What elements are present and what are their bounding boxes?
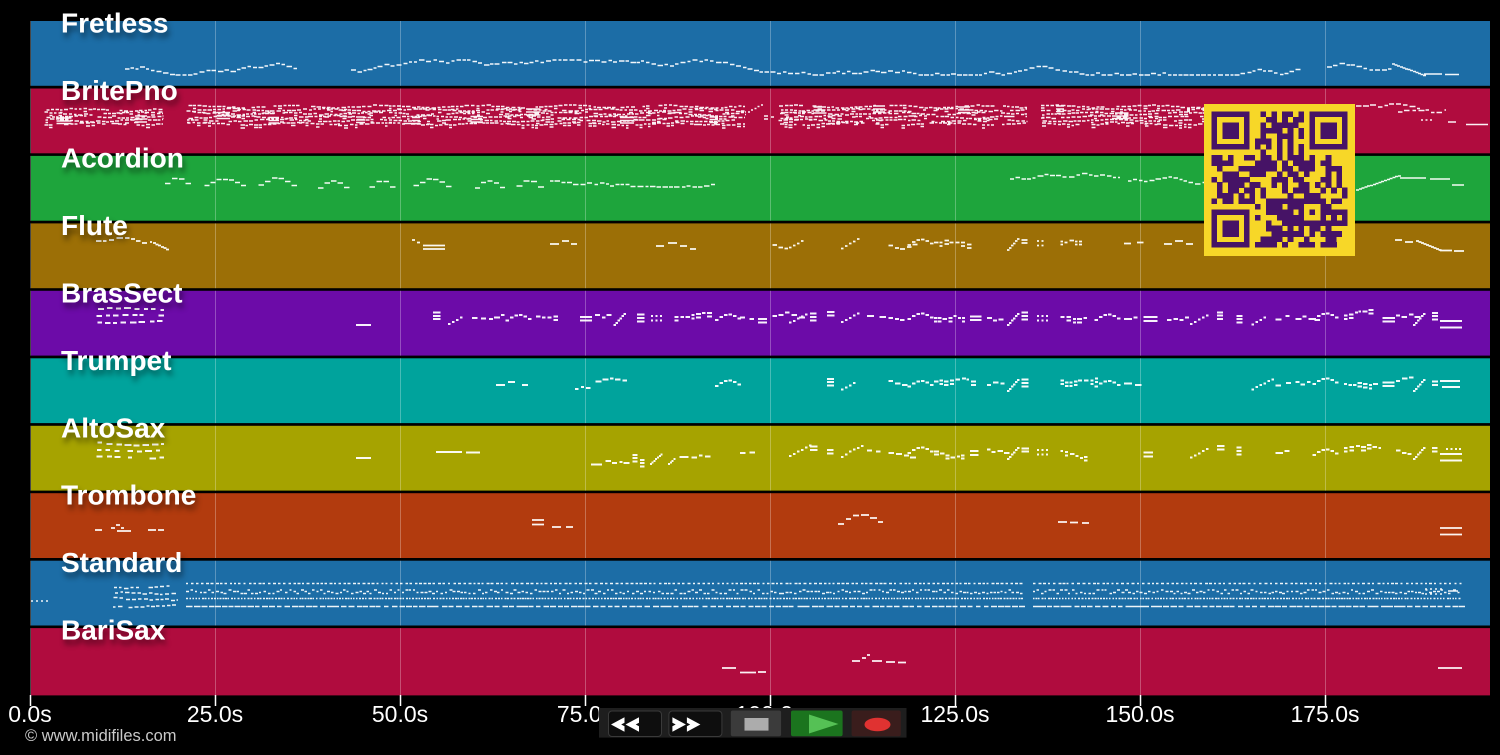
svg-text:BrasSect: BrasSect — [61, 277, 182, 308]
svg-text:175.0s: 175.0s — [1290, 701, 1359, 727]
svg-text:AltoSax: AltoSax — [61, 412, 166, 443]
svg-text:Trumpet: Trumpet — [61, 345, 171, 376]
svg-text:25.0s: 25.0s — [187, 701, 243, 727]
svg-text:Standard: Standard — [61, 547, 182, 578]
svg-text:Acordion: Acordion — [61, 142, 184, 173]
svg-text:Flute: Flute — [61, 210, 128, 241]
svg-text:© www.midifiles.com: © www.midifiles.com — [25, 727, 177, 745]
svg-text:Fretless: Fretless — [61, 8, 168, 39]
svg-text:50.0s: 50.0s — [372, 701, 428, 727]
svg-text:125.0s: 125.0s — [920, 701, 989, 727]
svg-text:BritePno: BritePno — [61, 75, 178, 106]
svg-text:BariSax: BariSax — [61, 615, 166, 646]
svg-text:Trombone: Trombone — [61, 480, 196, 511]
svg-text:150.0s: 150.0s — [1105, 701, 1174, 727]
svg-text:0.0s: 0.0s — [8, 701, 51, 727]
